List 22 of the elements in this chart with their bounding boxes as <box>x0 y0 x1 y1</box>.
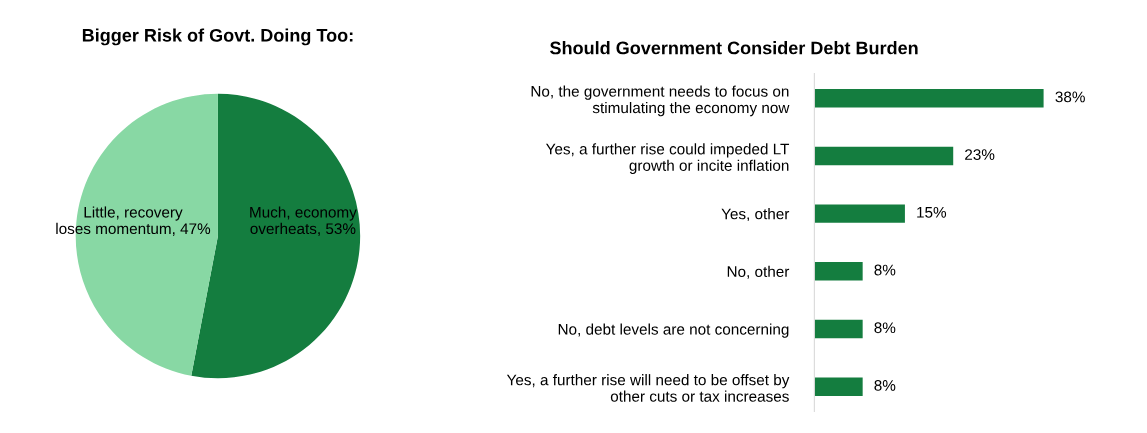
y-tick-label: Yes, other <box>721 208 790 222</box>
y-tick-label: No, the government needs to focus on stimulating the economy now <box>531 85 790 117</box>
bar <box>814 88 1044 108</box>
y-tick-label: No, other <box>727 265 790 279</box>
data-label: 8% <box>874 322 896 334</box>
bar <box>814 377 863 396</box>
slice-label: Much, economy overheats, 53% <box>250 206 357 236</box>
data-label: 23% <box>965 149 995 161</box>
chart-title: Should Government Consider Debt Burden <box>550 41 918 55</box>
y-tick-label: No, debt levels are not concerning <box>558 323 789 338</box>
bar <box>814 262 863 281</box>
slice-label: Little, recovery loses momentum, 47% <box>56 206 211 236</box>
y-tick-label: Yes, a further rise could impeded LT growth or incite inflation <box>545 143 790 174</box>
data-label: 8% <box>874 380 896 391</box>
data-label: 8% <box>874 264 896 276</box>
bar <box>814 319 863 339</box>
data-label: 38% <box>1055 91 1085 103</box>
data-label: 15% <box>917 206 947 218</box>
bar <box>814 204 905 223</box>
bar <box>814 146 954 166</box>
y-tick-label: Yes, a further rise will need to be offset by other cuts or tax increases <box>506 374 790 402</box>
chart-title: Bigger Risk of Govt. Doing Too: <box>82 28 353 46</box>
